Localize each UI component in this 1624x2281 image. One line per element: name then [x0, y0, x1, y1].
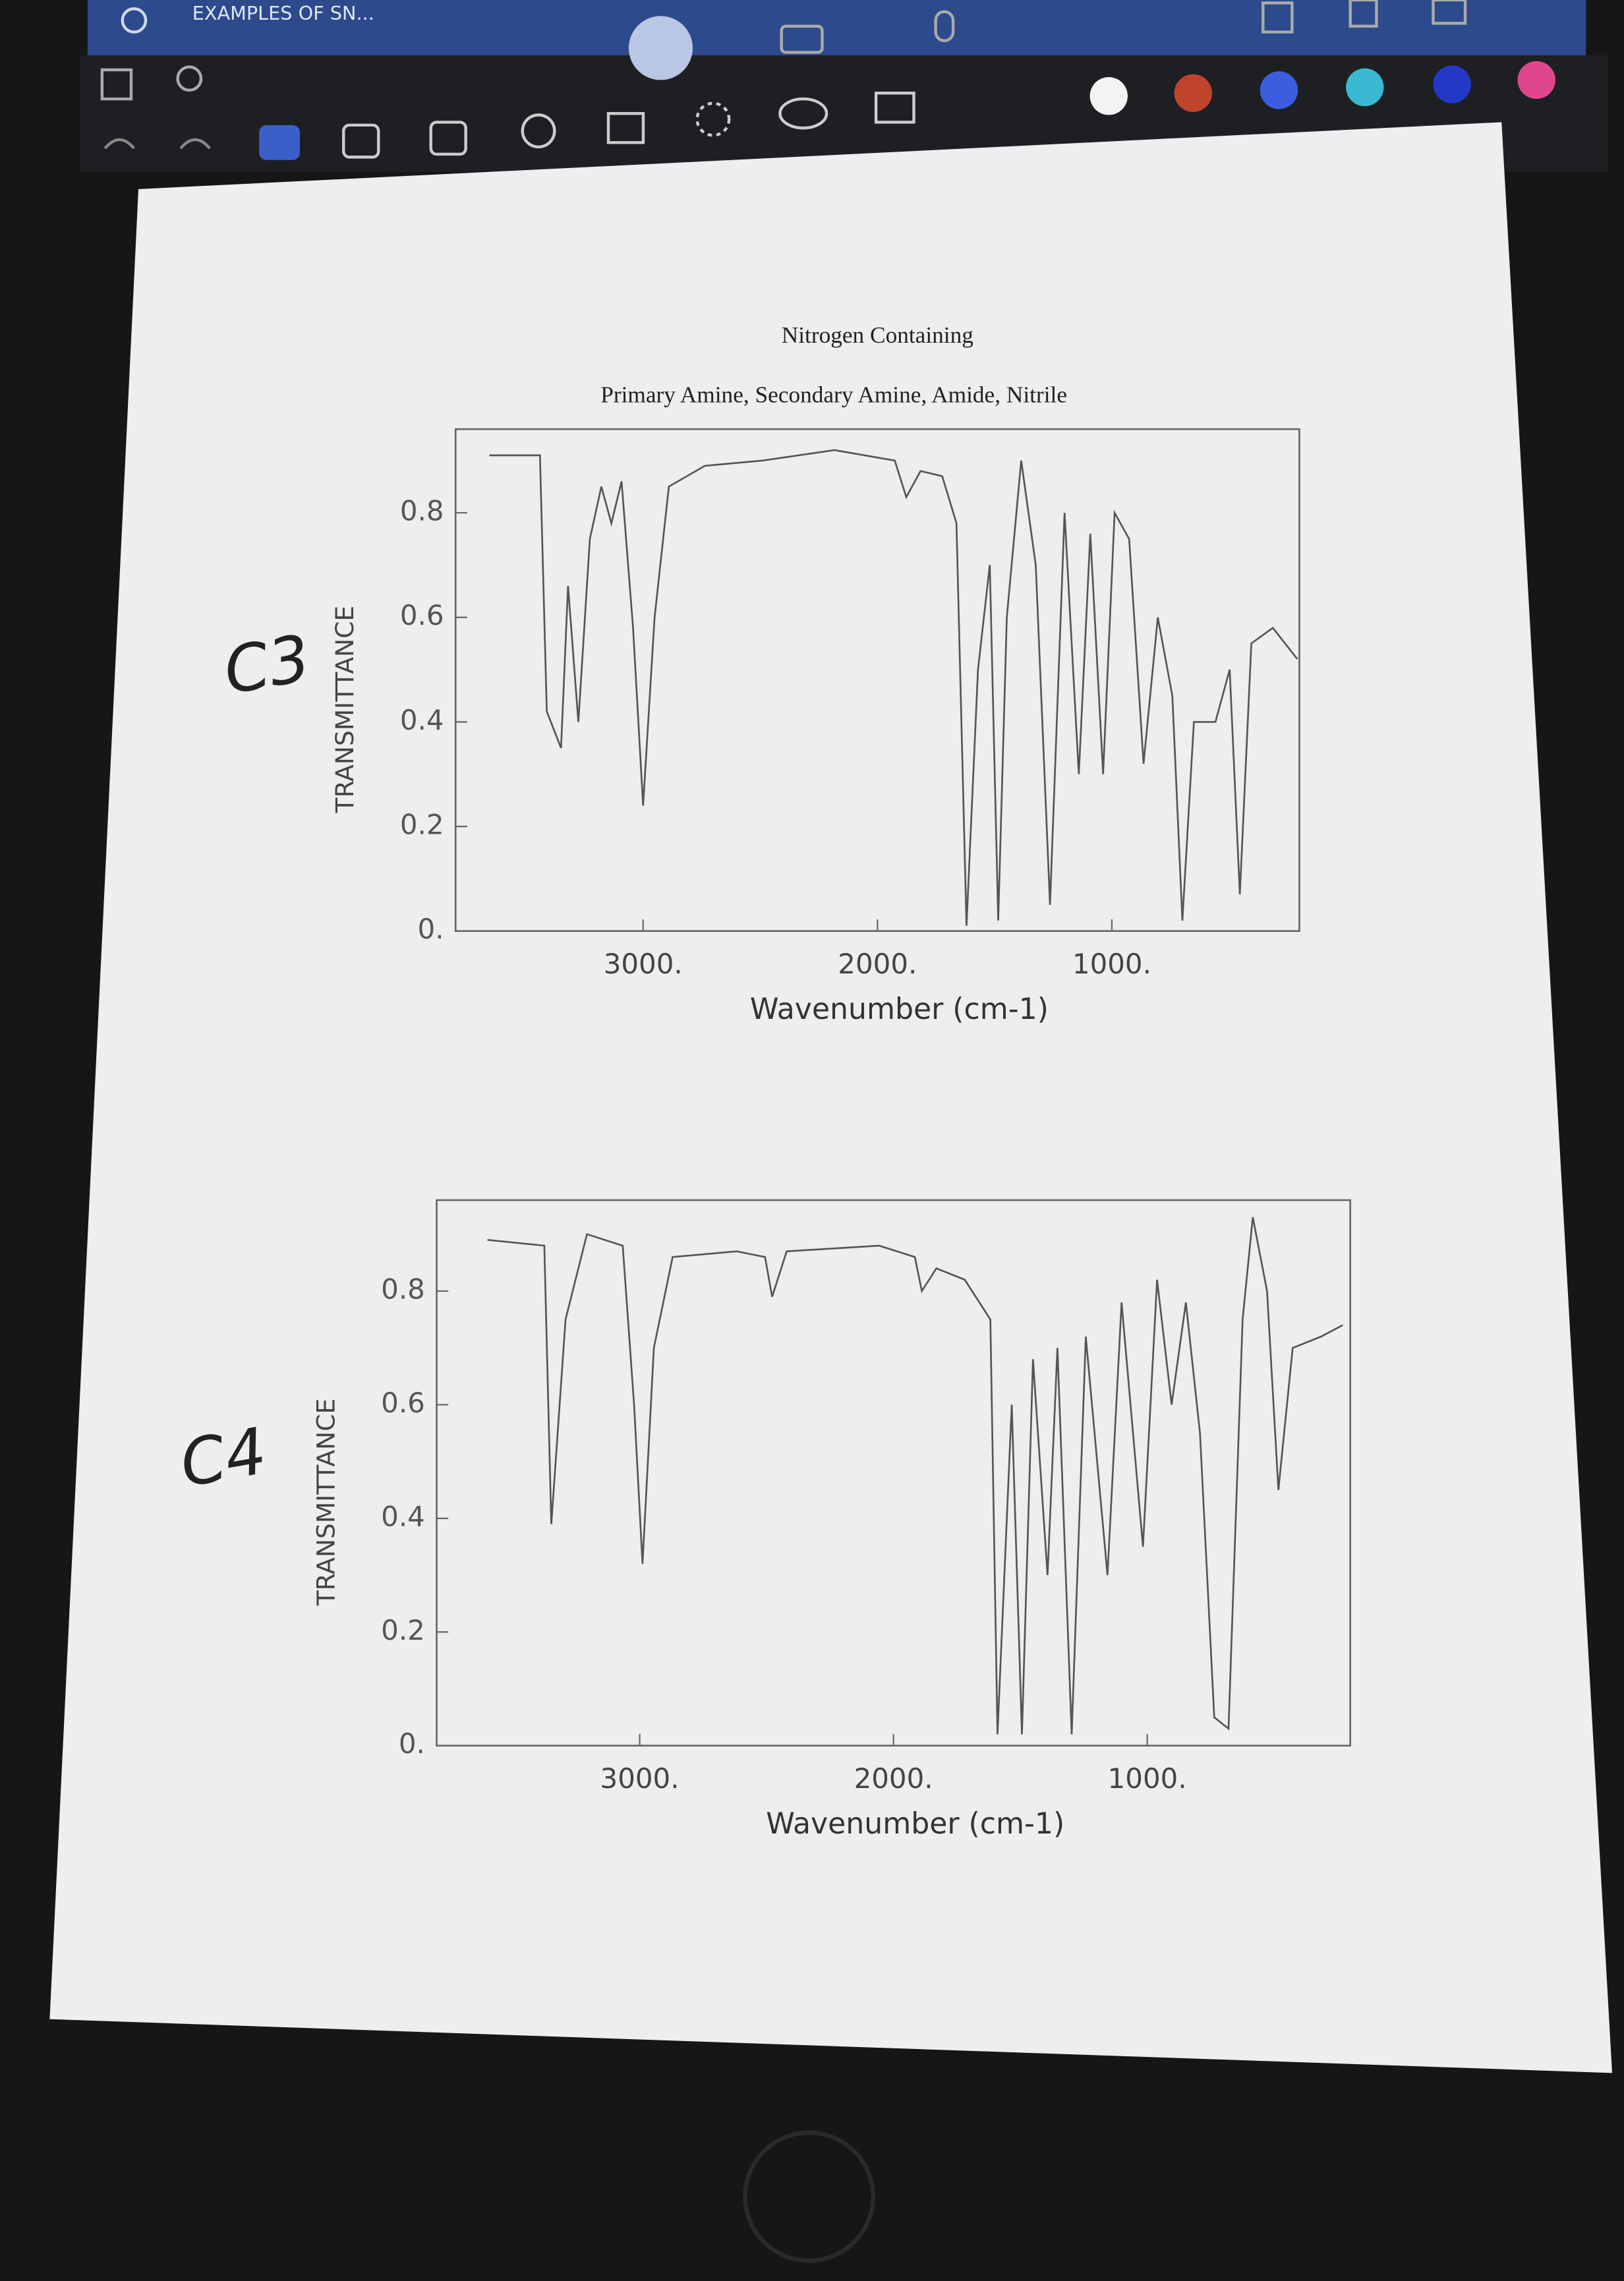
color-white[interactable]: [1089, 76, 1128, 115]
eraser-tool[interactable]: [342, 123, 380, 159]
y-tick-label: 0.4: [381, 1500, 425, 1532]
color-navy[interactable]: [1433, 65, 1471, 103]
chart-subtitle: Primary Amine, Secondary Amine, Amide, N…: [600, 382, 1067, 408]
x-axis-label: Wavenumber (cm-1): [766, 1807, 1064, 1841]
pen-mode-button[interactable]: [628, 16, 693, 80]
home-button[interactable]: [121, 7, 148, 34]
highlighter-tool[interactable]: [429, 121, 467, 156]
x-tick-label: 3000.: [600, 1762, 680, 1795]
grid-button[interactable]: [100, 68, 133, 101]
shape-tool[interactable]: [521, 113, 556, 149]
y-tick-label: 0.4: [400, 704, 444, 736]
x-tick-label: 2000.: [838, 948, 917, 980]
redo-button[interactable]: [179, 138, 211, 150]
chart-title: Nitrogen Containing: [782, 322, 973, 348]
color-cyan[interactable]: [1346, 68, 1384, 107]
tab-title[interactable]: EXAMPLES OF SN...: [192, 2, 374, 24]
x-tick-label: 1000.: [1108, 1762, 1187, 1795]
tablet-home-button[interactable]: [743, 2130, 876, 2263]
mic-button[interactable]: [934, 10, 955, 43]
image-tool[interactable]: [874, 92, 915, 124]
bookmark-button[interactable]: [1348, 0, 1378, 28]
y-tick-label: 0.: [418, 913, 444, 945]
x-axis-label: Wavenumber (cm-1): [750, 993, 1049, 1026]
search-button[interactable]: [176, 65, 203, 92]
handwritten-label: C3: [219, 621, 316, 709]
sticker-tool[interactable]: [778, 97, 828, 130]
keyboard-button[interactable]: [780, 24, 824, 54]
x-tick-label: 1000.: [1072, 948, 1151, 980]
undo-button[interactable]: [103, 138, 136, 150]
y-tick-label: 0.: [399, 1727, 425, 1760]
y-tick-label: 0.6: [400, 599, 444, 631]
y-tick-label: 0.8: [400, 495, 444, 527]
color-pink[interactable]: [1517, 61, 1555, 100]
add-page-button[interactable]: [1262, 1, 1294, 34]
y-axis-label: TRANSMITTANCE: [330, 606, 359, 813]
x-tick-label: 2000.: [854, 1762, 933, 1795]
x-tick-label: 3000.: [604, 948, 683, 980]
spectrum-line: [487, 1217, 1343, 1735]
y-tick-label: 0.2: [381, 1614, 425, 1646]
document-page: [49, 122, 1612, 2073]
y-tick-label: 0.8: [381, 1273, 425, 1305]
spectrum-line: [489, 449, 1298, 926]
color-blue[interactable]: [1260, 71, 1298, 109]
pen-tool[interactable]: [259, 125, 301, 160]
y-tick-label: 0.6: [381, 1387, 425, 1419]
y-axis-label: TRANSMITTANCE: [311, 1399, 340, 1606]
lasso-tool[interactable]: [695, 101, 731, 137]
element-tool[interactable]: [606, 111, 645, 144]
title-bar: [87, 0, 1586, 59]
share-button[interactable]: [1432, 0, 1467, 25]
color-red[interactable]: [1174, 74, 1212, 112]
y-tick-label: 0.2: [400, 809, 444, 841]
handwritten-label: C4: [175, 1414, 272, 1502]
